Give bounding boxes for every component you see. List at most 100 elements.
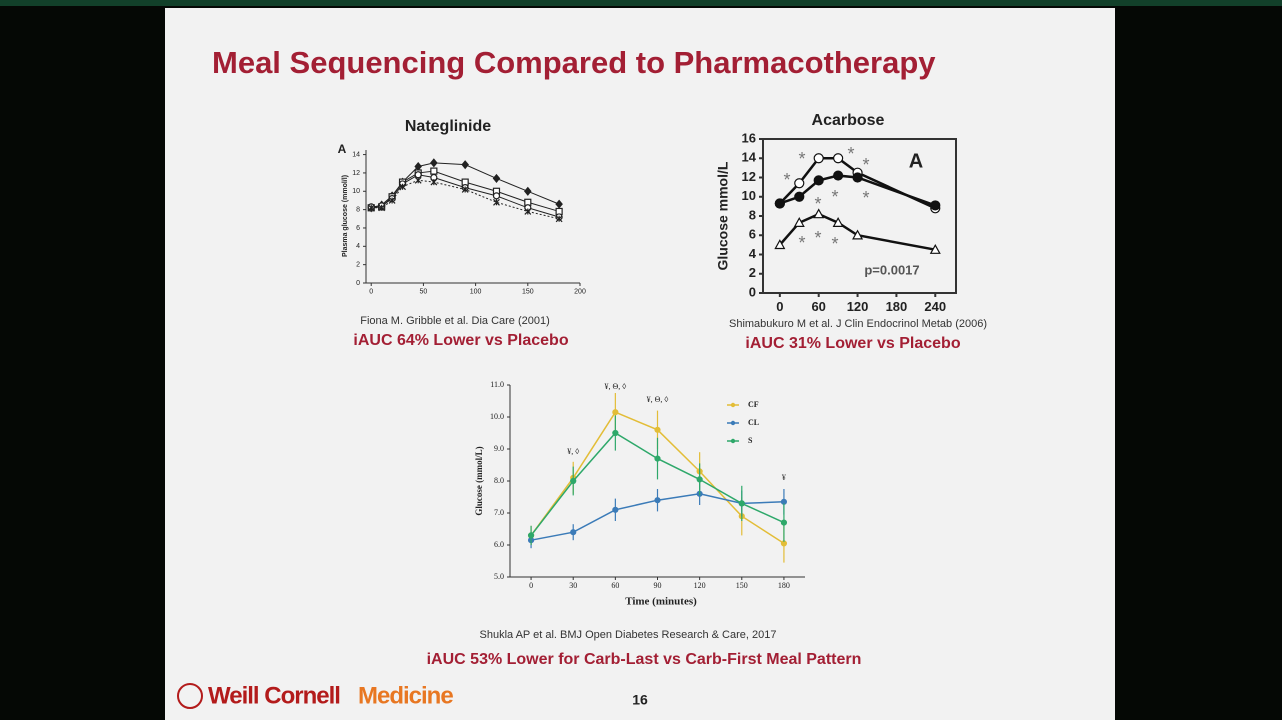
x-tick-label: 90	[654, 581, 662, 590]
marker	[430, 167, 438, 175]
page-number: 16	[632, 692, 648, 708]
result-note: iAUC 64% Lower vs Placebo	[353, 332, 568, 349]
marker	[492, 173, 501, 183]
legend-marker	[730, 438, 736, 444]
y-tick-label: 5.0	[494, 572, 504, 581]
marker	[774, 239, 786, 250]
y-tick-label: 6.0	[494, 540, 504, 549]
marker	[555, 215, 563, 223]
marker	[696, 476, 703, 483]
y-tick-label: 2	[356, 261, 360, 268]
significance-mark: *	[847, 144, 854, 164]
citation: Fiona M. Gribble et al. Dia Care (2001)	[360, 315, 550, 327]
marker	[794, 178, 805, 189]
slide	[165, 8, 1115, 720]
x-tick-label: 120	[694, 581, 706, 590]
marker	[367, 204, 375, 212]
significance-mark: *	[798, 149, 805, 169]
significance-mark: *	[862, 188, 869, 208]
series-line	[371, 174, 560, 218]
x-tick-label: 180	[778, 581, 790, 590]
x-axis-label: Time (minutes)	[625, 596, 697, 608]
y-tick-label: 8	[749, 207, 756, 222]
annotation: ¥	[782, 473, 786, 482]
result-note: iAUC 53% Lower for Carb-Last vs Carb-Fir…	[427, 651, 862, 668]
y-tick-label: 6	[356, 225, 360, 232]
y-tick-label: 2	[749, 265, 756, 280]
marker	[570, 477, 577, 485]
significance-mark: *	[814, 228, 821, 248]
marker	[378, 204, 386, 212]
legend-label: S	[748, 436, 753, 445]
annotation: A	[338, 142, 347, 156]
marker	[570, 529, 577, 536]
annotation: p=0.0017	[864, 262, 919, 277]
citation: Shukla AP et al. BMJ Open Diabetes Resea…	[480, 629, 777, 641]
annotation: ¥, Θ, ◊	[647, 395, 669, 404]
y-tick-label: 4	[749, 246, 757, 261]
y-tick-label: 8	[356, 206, 360, 213]
marker	[493, 198, 500, 206]
marker	[813, 175, 824, 186]
y-tick-label: 14	[352, 151, 360, 158]
annotation: A	[909, 150, 923, 172]
marker	[430, 158, 438, 168]
marker	[524, 208, 532, 215]
annotation: ¥, Θ, ◊	[604, 382, 626, 391]
y-tick-label: 7.0	[494, 508, 504, 517]
y-tick-label: 0	[356, 280, 360, 287]
x-tick-label: 240	[924, 299, 946, 314]
logo-primary: Weill Cornell	[208, 682, 340, 709]
x-tick-label: 150	[522, 288, 534, 295]
y-tick-label: 6	[749, 227, 756, 242]
x-tick-label: 50	[420, 288, 428, 295]
marker	[414, 171, 422, 179]
significance-mark: *	[862, 155, 869, 175]
logo-secondary: Medicine	[358, 682, 453, 709]
marker	[612, 506, 619, 513]
marker	[780, 519, 788, 526]
x-tick-label: 120	[847, 299, 869, 314]
y-tick-label: 14	[742, 150, 757, 165]
significance-mark: *	[798, 233, 805, 253]
marker	[612, 429, 619, 437]
chart-title: Nateglinide	[405, 118, 491, 135]
marker	[388, 197, 396, 204]
marker	[794, 191, 805, 202]
marker	[430, 178, 438, 186]
legend-marker	[730, 402, 736, 408]
marker	[813, 208, 825, 219]
x-tick-label: 60	[611, 581, 619, 590]
significance-mark: *	[831, 234, 838, 254]
y-axis-label: Glucose (mmol/L)	[474, 446, 484, 515]
x-tick-label: 0	[776, 299, 783, 314]
x-tick-label: 0	[369, 288, 373, 295]
frame	[0, 0, 1282, 6]
marker	[774, 198, 785, 209]
legend-label: CF	[748, 400, 759, 409]
marker	[833, 153, 844, 164]
y-tick-label: 10	[742, 188, 756, 203]
significance-mark: *	[814, 194, 821, 214]
series-line	[371, 179, 560, 220]
significance-mark: *	[783, 170, 790, 190]
y-tick-label: 8.0	[494, 476, 504, 485]
marker	[461, 186, 469, 193]
x-tick-label: 150	[736, 581, 748, 590]
slide-title: Meal Sequencing Compared to Pharmacother…	[212, 45, 936, 80]
significance-mark: *	[831, 187, 838, 207]
y-tick-label: 9.0	[494, 444, 504, 453]
citation: Shimabukuro M et al. J Clin Endocrinol M…	[729, 318, 987, 330]
x-tick-label: 0	[529, 581, 533, 590]
y-axis-label: Glucose mmol/L	[715, 161, 731, 270]
marker	[654, 455, 661, 462]
annotation: ¥, ◊	[567, 447, 579, 456]
x-tick-label: 180	[886, 299, 908, 314]
marker	[555, 199, 563, 209]
marker	[813, 153, 824, 164]
legend-label: CL	[748, 418, 759, 427]
y-tick-label: 10.0	[490, 412, 504, 421]
logo-seal	[177, 683, 203, 709]
